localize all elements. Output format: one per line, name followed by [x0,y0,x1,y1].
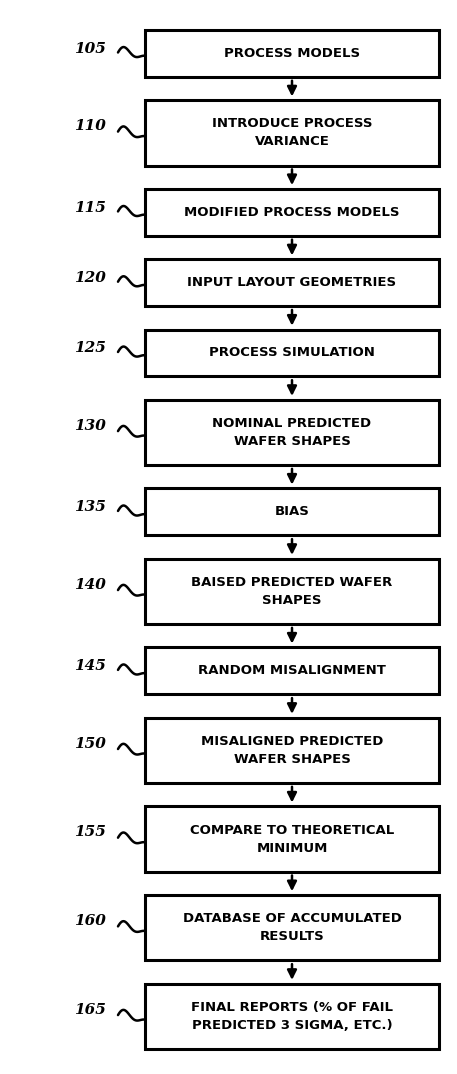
Text: INTRODUCE PROCESS
VARIANCE: INTRODUCE PROCESS VARIANCE [212,117,372,148]
Text: PROCESS MODELS: PROCESS MODELS [224,47,360,60]
Bar [145,330,439,376]
Text: 125: 125 [74,342,106,355]
Text: 160: 160 [74,914,106,928]
Text: 145: 145 [74,659,106,673]
Text: 165: 165 [74,1003,106,1017]
Text: 130: 130 [74,419,106,433]
Bar [145,489,439,535]
Text: RANDOM MISALIGNMENT: RANDOM MISALIGNMENT [198,665,386,678]
Text: 135: 135 [74,500,106,514]
Text: 155: 155 [74,826,106,840]
Text: DATABASE OF ACCUMULATED
RESULTS: DATABASE OF ACCUMULATED RESULTS [182,912,401,943]
Text: INPUT LAYOUT GEOMETRIES: INPUT LAYOUT GEOMETRIES [187,276,397,289]
Text: BIAS: BIAS [275,506,309,519]
Bar [145,807,439,872]
Text: 150: 150 [74,737,106,751]
Bar [145,189,439,236]
Text: 120: 120 [74,271,106,285]
Bar [145,400,439,465]
Text: 105: 105 [74,42,106,56]
Bar [145,259,439,306]
Bar [145,100,439,165]
Text: PROCESS SIMULATION: PROCESS SIMULATION [209,347,375,360]
Bar [145,558,439,624]
Bar [145,717,439,783]
Text: MODIFIED PROCESS MODELS: MODIFIED PROCESS MODELS [184,206,400,219]
Bar [145,648,439,694]
Text: 110: 110 [74,119,106,133]
Text: MISALIGNED PREDICTED
WAFER SHAPES: MISALIGNED PREDICTED WAFER SHAPES [201,735,383,766]
Text: NOMINAL PREDICTED
WAFER SHAPES: NOMINAL PREDICTED WAFER SHAPES [213,417,372,448]
Text: COMPARE TO THEORETICAL
MINIMUM: COMPARE TO THEORETICAL MINIMUM [190,824,394,855]
Text: FINAL REPORTS (% OF FAIL
PREDICTED 3 SIGMA, ETC.): FINAL REPORTS (% OF FAIL PREDICTED 3 SIG… [191,1001,393,1032]
Text: 115: 115 [74,201,106,215]
Bar [145,984,439,1049]
Bar [145,895,439,960]
Bar [145,30,439,77]
Text: BAISED PREDICTED WAFER
SHAPES: BAISED PREDICTED WAFER SHAPES [191,576,393,607]
Text: 140: 140 [74,578,106,592]
